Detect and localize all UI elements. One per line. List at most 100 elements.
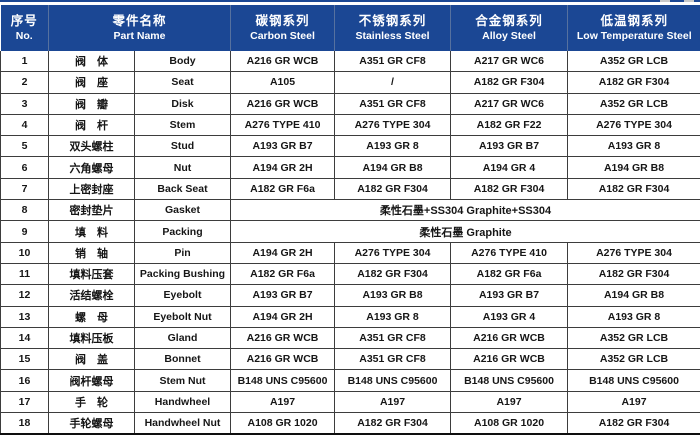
material-cell: A182 GR F304 bbox=[334, 262, 452, 286]
cropped-text-artifact bbox=[660, 0, 694, 2]
part-name-en-cell: Bonnet bbox=[133, 348, 232, 371]
row-number-cell: 17 bbox=[0, 390, 49, 414]
material-cell: A193 GR 4 bbox=[450, 305, 569, 328]
material-cell: A182 GR F304 bbox=[567, 177, 700, 201]
material-cell: A182 GR F22 bbox=[450, 113, 569, 137]
part-name-zh-cell: 螺 母 bbox=[48, 305, 135, 328]
material-cell: A351 GR CF8 bbox=[334, 326, 452, 350]
material-cell: A216 GR WCB bbox=[230, 326, 336, 350]
row-number-cell: 2 bbox=[0, 71, 49, 94]
material-cell: A216 GR WCB bbox=[230, 92, 336, 115]
row-number-cell: 8 bbox=[0, 199, 49, 222]
part-name-zh-cell: 销 轴 bbox=[48, 241, 135, 264]
part-name-en-cell: Eyebolt bbox=[133, 284, 232, 307]
col-header-stainless-steel-zh: 不锈钢系列 bbox=[358, 14, 427, 29]
part-name-zh-cell: 双头螺柱 bbox=[48, 135, 135, 158]
material-cell: B148 UNS C95600 bbox=[230, 369, 336, 392]
material-cell: A193 GR B8 bbox=[334, 284, 452, 307]
part-name-en-cell: Seat bbox=[133, 71, 232, 94]
part-name-en-cell: Back Seat bbox=[133, 177, 232, 201]
material-cell: A182 GR F6a bbox=[230, 262, 336, 286]
col-header-alloy-steel-zh: 合金钢系列 bbox=[475, 14, 543, 29]
part-name-zh-cell: 阀 座 bbox=[48, 71, 135, 94]
table-row: 8 密封垫片 Gasket 柔性石墨+SS304 Graphite+SS304 bbox=[0, 199, 700, 222]
material-cell: A276 TYPE 410 bbox=[230, 113, 336, 137]
part-name-en-cell: Eyebolt Nut bbox=[133, 305, 232, 328]
row-number-cell: 1 bbox=[0, 51, 49, 73]
col-header-low-temperature-steel-en: Low Temperature Steel bbox=[576, 30, 692, 43]
col-header-stainless-steel-en: Stainless Steel bbox=[355, 30, 430, 43]
material-cell: A217 GR WC6 bbox=[450, 92, 569, 115]
part-name-zh-cell: 填料压套 bbox=[48, 262, 135, 286]
material-cell: A197 bbox=[450, 390, 569, 414]
material-cell: A108 GR 1020 bbox=[450, 412, 569, 435]
part-name-zh-cell: 填 料 bbox=[48, 220, 135, 243]
part-name-zh-cell: 手 轮 bbox=[48, 390, 135, 414]
col-header-carbon-steel: 碳钢系列 Carbon Steel bbox=[230, 5, 335, 51]
part-name-en-cell: Handwheel Nut bbox=[133, 412, 232, 435]
row-number-cell: 13 bbox=[0, 305, 49, 328]
part-name-en-cell: Disk bbox=[133, 92, 232, 115]
material-cell: A351 GR CF8 bbox=[334, 51, 452, 73]
col-header-alloy-steel: 合金钢系列 Alloy Steel bbox=[450, 5, 568, 51]
col-header-no-en: No. bbox=[15, 30, 33, 43]
material-cell: / bbox=[334, 71, 452, 94]
part-name-zh-cell: 阀 瓣 bbox=[48, 92, 135, 115]
material-cell: A216 GR WCB bbox=[450, 326, 569, 350]
col-header-no: 序号 No. bbox=[0, 5, 49, 51]
part-name-zh-cell: 上密封座 bbox=[48, 177, 135, 201]
row-number-cell: 11 bbox=[0, 262, 49, 286]
material-cell: A193 GR 8 bbox=[567, 135, 700, 158]
part-name-en-cell: Gasket bbox=[133, 199, 232, 222]
col-header-no-zh: 序号 bbox=[10, 14, 38, 29]
material-cell: A217 GR WC6 bbox=[450, 51, 569, 73]
material-cell: A194 GR B8 bbox=[567, 284, 700, 307]
material-cell: A182 GR F304 bbox=[334, 412, 452, 435]
material-cell: A194 GR B8 bbox=[334, 156, 452, 179]
table-row: 13 螺 母 Eyebolt Nut A194 GR 2H A193 GR 8 A193 … bbox=[0, 305, 700, 328]
part-name-en-cell: Stud bbox=[133, 135, 232, 158]
row-number-cell: 9 bbox=[0, 220, 49, 243]
material-cell: B148 UNS C95600 bbox=[567, 369, 700, 392]
material-cell: A194 GR 4 bbox=[450, 156, 569, 179]
material-cell: A182 GR F6a bbox=[230, 177, 336, 201]
material-cell: A193 GR 8 bbox=[334, 135, 452, 158]
row-number-cell: 15 bbox=[0, 348, 49, 371]
material-cell: A197 bbox=[567, 390, 700, 414]
material-cell: A193 GR B7 bbox=[230, 284, 336, 307]
row-number-cell: 6 bbox=[0, 156, 49, 179]
row-number-cell: 7 bbox=[0, 177, 49, 201]
col-header-low-temperature-steel: 低温钢系列 Low Temperature Steel bbox=[567, 5, 700, 51]
material-cell: A197 bbox=[230, 390, 336, 414]
material-cell: A216 GR WCB bbox=[230, 348, 336, 371]
table-row: 11 填料压套 Packing Bushing A182 GR F6a A182 GR … bbox=[0, 262, 700, 286]
part-name-en-cell: Packing Bushing bbox=[133, 262, 232, 286]
material-cell: A276 TYPE 304 bbox=[334, 241, 452, 264]
material-cell: A216 GR WCB bbox=[230, 51, 336, 73]
part-name-en-cell: Pin bbox=[133, 241, 232, 264]
material-cell: A276 TYPE 410 bbox=[450, 241, 569, 264]
table-row: 7 上密封座 Back Seat A182 GR F6a A182 GR F304 A18… bbox=[0, 177, 700, 201]
part-name-zh-cell: 阀 体 bbox=[48, 51, 135, 73]
material-cell: A193 GR B7 bbox=[230, 135, 336, 158]
material-cell: A276 TYPE 304 bbox=[567, 113, 700, 137]
material-cell: A105 bbox=[230, 71, 336, 94]
part-name-en-cell: Body bbox=[133, 51, 232, 73]
part-name-en-cell: Stem bbox=[133, 113, 232, 137]
row-number-cell: 12 bbox=[0, 284, 49, 307]
material-cell: A182 GR F304 bbox=[567, 412, 700, 435]
material-cell: B148 UNS C95600 bbox=[450, 369, 569, 392]
row-number-cell: 16 bbox=[0, 369, 49, 392]
table-row: 5 双头螺柱 Stud A193 GR B7 A193 GR 8 A193 GR B7 A1… bbox=[0, 135, 700, 158]
part-name-en-cell: Gland bbox=[133, 326, 232, 350]
material-cell: A193 GR B7 bbox=[450, 135, 569, 158]
header-row: 序号 No. 零件名称 Part Name 碳钢系列 Carbon Steel … bbox=[0, 5, 700, 51]
col-header-alloy-steel-en: Alloy Steel bbox=[482, 30, 536, 43]
part-name-zh-cell: 阀 盖 bbox=[48, 348, 135, 371]
col-header-part-name-en: Part Name bbox=[113, 30, 166, 43]
table-row: 18 手轮螺母 Handwheel Nut A108 GR 1020 A182 GR F… bbox=[0, 412, 700, 435]
